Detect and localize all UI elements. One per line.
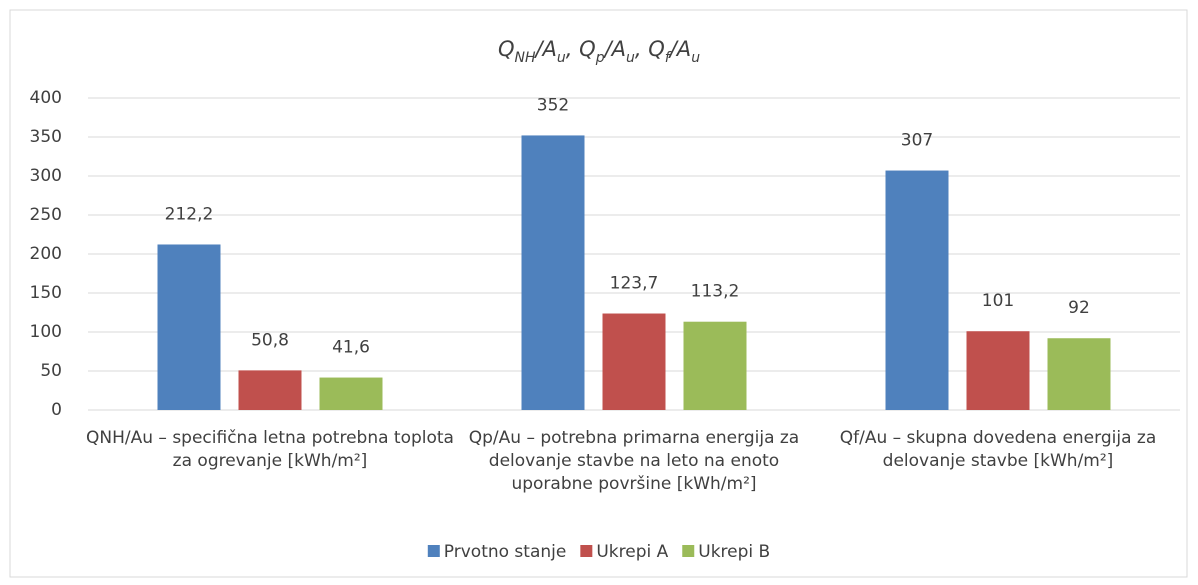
data-label: 212,2: [165, 204, 214, 224]
x-tick-label: Qf/Au – skupna dovedena energija za delo…: [839, 428, 1157, 471]
title-part: /A: [533, 37, 556, 61]
title-part: , Q: [566, 37, 596, 61]
chart-title: QNH/Au, Qp/Au, Qf/Au: [498, 37, 700, 66]
data-label: 307: [901, 131, 933, 151]
title-part: Q: [498, 37, 515, 61]
x-tick-label: QNH/Au – specifična letna potrebna toplo…: [86, 428, 454, 471]
bar: [683, 321, 747, 410]
title-part: NH: [514, 50, 535, 66]
data-label: 92: [1068, 298, 1090, 318]
y-tick-label: 400: [30, 88, 62, 108]
data-label: 123,7: [610, 274, 659, 294]
bar: [319, 377, 383, 410]
title-part: /A: [603, 37, 626, 61]
data-label: 113,2: [691, 282, 740, 302]
data-label: 50,8: [251, 330, 289, 350]
y-tick-label: 100: [30, 322, 62, 342]
title-part: /A: [668, 37, 691, 61]
y-tick-label: 300: [30, 166, 62, 186]
bar: [602, 313, 666, 410]
x-tick-label-box: QNH/Au – specifična letna potrebna toplo…: [86, 428, 454, 471]
legend-label: Ukrepi A: [596, 542, 668, 562]
legend-label: Prvotno stanje: [444, 542, 567, 562]
x-tick-label-box: Qf/Au – skupna dovedena energija za delo…: [839, 428, 1157, 471]
bar: [157, 244, 221, 410]
y-tick-label: 150: [30, 283, 62, 303]
y-tick-label: 50: [40, 361, 62, 381]
title-part: , Q: [635, 37, 665, 61]
y-tick-label: 350: [30, 127, 62, 147]
bar: [1047, 338, 1111, 410]
x-tick-label-box: Qp/Au – potrebna primarna energija za de…: [468, 428, 800, 494]
legend: Prvotno stanje Ukrepi A Ukrepi B: [427, 542, 770, 562]
y-tick-label: 200: [30, 244, 62, 264]
data-label: 352: [537, 95, 569, 115]
bar: [521, 135, 585, 410]
legend-swatch: [580, 545, 593, 557]
data-label: 101: [982, 291, 1014, 311]
legend-swatch: [427, 545, 440, 557]
bar: [885, 170, 949, 410]
bar: [966, 331, 1030, 410]
data-label: 41,6: [332, 338, 370, 358]
title-part: u: [557, 50, 566, 66]
title-part: f: [665, 50, 672, 66]
legend-label: Ukrepi B: [698, 542, 770, 562]
title-part: u: [691, 50, 700, 66]
title-part: p: [595, 50, 605, 66]
bar: [238, 370, 302, 410]
y-tick-label: 250: [30, 205, 62, 225]
x-tick-label: Qp/Au – potrebna primarna energija za de…: [468, 428, 800, 494]
legend-swatch: [682, 545, 695, 557]
title-part: u: [626, 50, 635, 66]
y-tick-label: 0: [51, 400, 62, 420]
